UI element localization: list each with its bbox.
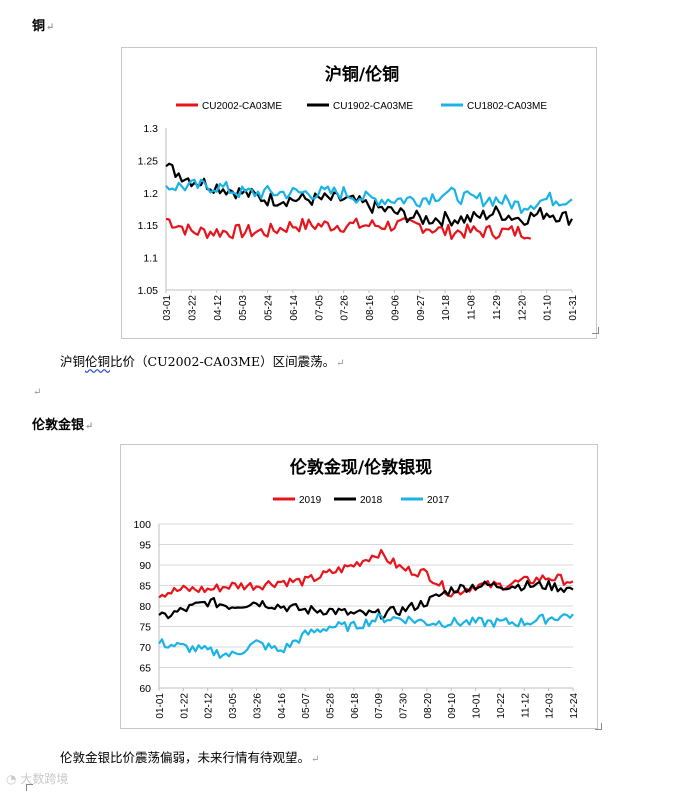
caption-gold-silver: 伦敦金银比价震荡偏弱，未来行情有待观望。↵ (60, 747, 319, 766)
x-tick-label: 07-09 (374, 693, 385, 719)
caption-text-1: 沪铜 (60, 354, 86, 369)
chart-gold-silver-ratio: 伦敦金现/伦敦银现 60 65 70 75 80 85 90 95 100 01-01 01-22 02… (120, 444, 598, 729)
legend-label: 2019 (299, 495, 322, 506)
watermark-icon: ◔ (6, 772, 17, 786)
x-tick-label: 05-28 (325, 693, 336, 719)
caption-text-2: 比价（CU2002-CA03ME）区间震荡。 (110, 354, 336, 369)
y-tick-label: 95 (139, 540, 151, 552)
x-tick-label: 01-01 (155, 693, 166, 719)
series-line (165, 217, 532, 240)
y-tick-label: 1.3 (143, 123, 158, 135)
x-tick-label: 03-01 (162, 295, 173, 321)
x-tick-label: 04-16 (277, 693, 288, 719)
x-tick-label: 12-20 (517, 295, 528, 321)
x-tick-label: 11-29 (492, 295, 503, 320)
chart-title: 伦敦金现/伦敦银现 (290, 457, 432, 478)
chart-title: 沪铜/伦铜 (325, 64, 399, 85)
x-tick-label: 04-12 (213, 295, 224, 321)
x-tick-label: 10-18 (441, 295, 452, 321)
x-tick-label: 06-18 (350, 693, 361, 719)
legend-label: 2017 (427, 495, 450, 506)
y-tick-label: 1.15 (138, 220, 159, 232)
x-tick-label: 01-31 (568, 295, 579, 321)
section-heading-gold-silver: 伦敦金银↵ (32, 414, 93, 433)
x-tick-label: 03-05 (228, 693, 239, 719)
x-tick-label: 02-12 (204, 693, 215, 719)
x-tick-label: 05-03 (238, 295, 249, 321)
paragraph-mark: ↵ (85, 421, 94, 432)
y-tick-label: 85 (139, 581, 151, 593)
y-tick-label: 65 (139, 663, 151, 675)
x-tick-label: 07-26 (340, 295, 351, 321)
x-tick-label: 11-12 (520, 693, 531, 718)
paragraph-mark: ↵ (46, 22, 55, 33)
y-tick-label: 75 (139, 622, 151, 634)
x-tick-label: 08-20 (423, 693, 434, 719)
empty-paragraph: ↵ (32, 383, 41, 398)
y-tick-label: 60 (139, 683, 151, 695)
caption-copper: 沪铜伦铜比价（CU2002-CA03ME）区间震荡。↵ (60, 351, 344, 370)
y-tick-label: 100 (133, 519, 151, 531)
chart-copper-svg: 沪铜/伦铜 1.05 1.1 1.15 1.2 1.25 1.3 03-01 03-22 04-1… (138, 64, 579, 321)
chart-copper-ratio: 沪铜/伦铜 1.05 1.1 1.15 1.2 1.25 1.3 03-01 03-22 04-1… (121, 47, 597, 339)
legend-label: CU1802-CA03ME (467, 101, 547, 112)
y-tick-label: 1.25 (138, 155, 159, 167)
legend-label: CU1902-CA03ME (333, 101, 413, 112)
series-line (158, 612, 574, 659)
heading-text: 伦敦金银 (32, 418, 85, 433)
y-tick-label: 1.1 (143, 253, 158, 265)
watermark-text: 大数跨境 (20, 772, 69, 786)
x-tick-label: 11-08 (467, 295, 478, 320)
x-tick-label: 01-10 (543, 295, 554, 321)
caption-text: 伦敦金银比价震荡偏弱，未来行情有待观望。 (60, 750, 311, 765)
series-line (165, 178, 573, 214)
legend-label: 2018 (360, 495, 383, 506)
legend-label: CU2002-CA03ME (202, 101, 282, 112)
x-tick-label: 10-22 (496, 693, 507, 719)
heading-text: 铜 (32, 19, 46, 34)
caption-text-spellmark: 伦铜 (85, 354, 111, 369)
x-tick-label: 05-24 (264, 295, 275, 321)
x-tick-label: 09-06 (390, 295, 401, 321)
chart-gold-svg: 伦敦金现/伦敦银现 60 65 70 75 80 85 90 95 100 01-01 01-22 02… (133, 457, 580, 719)
y-tick-label: 1.2 (143, 188, 158, 200)
x-tick-label: 06-14 (289, 295, 300, 321)
x-tick-label: 09-27 (416, 295, 427, 321)
x-tick-label: 08-16 (365, 295, 376, 321)
paragraph-mark: ↵ (336, 358, 345, 369)
x-tick-label: 12-03 (545, 693, 556, 719)
series-line (158, 548, 574, 599)
x-tick-label: 03-26 (252, 693, 263, 719)
text-boundary-mark (595, 723, 602, 730)
x-tick-label: 01-22 (179, 693, 190, 719)
x-tick-label: 09-10 (447, 693, 458, 719)
x-tick-label: 03-22 (187, 295, 198, 321)
section-heading-copper: 铜↵ (32, 15, 54, 34)
paragraph-mark: ↵ (311, 754, 320, 765)
x-tick-label: 07-30 (399, 693, 410, 719)
series-line (158, 579, 574, 620)
text-boundary-mark (26, 784, 33, 791)
text-boundary-mark (592, 327, 599, 334)
y-tick-label: 80 (139, 601, 151, 613)
x-tick-label: 07-05 (314, 295, 325, 321)
paragraph-mark: ↵ (33, 387, 42, 398)
watermark-logo: ◔ 大数跨境 (6, 770, 68, 787)
x-tick-label: 05-07 (301, 693, 312, 719)
y-tick-label: 90 (139, 560, 151, 572)
y-tick-label: 70 (139, 642, 151, 654)
y-tick-label: 1.05 (138, 285, 159, 297)
x-tick-label: 10-01 (472, 693, 483, 719)
x-tick-label: 12-24 (569, 693, 580, 719)
